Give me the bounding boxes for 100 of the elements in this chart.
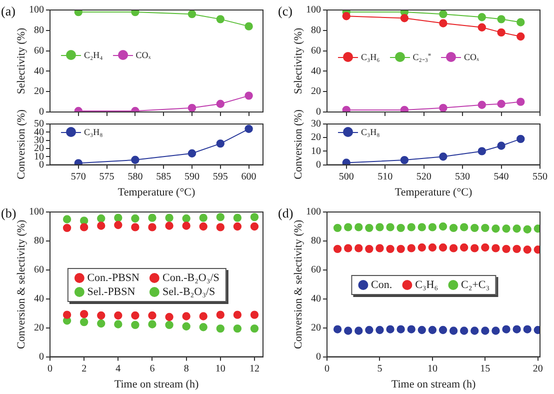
x-tick-label: 8 [184, 363, 189, 374]
point [188, 10, 196, 18]
point [386, 244, 394, 254]
y-axis-title: Selectivity (%) [292, 28, 304, 94]
x-tick-label: 595 [212, 171, 228, 182]
y-tick-label: 100 [29, 206, 44, 218]
point [188, 104, 196, 112]
point [97, 319, 106, 328]
y-axis-title: Conversion & selectivity (%) [292, 219, 304, 350]
point [216, 310, 224, 319]
point [333, 325, 342, 334]
point [131, 10, 140, 16]
point [481, 326, 490, 335]
point [438, 222, 448, 231]
x-tick-label: 575 [99, 171, 114, 182]
point [114, 214, 122, 222]
point [478, 13, 486, 22]
y-tick-label: 0 [39, 351, 44, 362]
point [233, 324, 242, 333]
point [354, 223, 363, 232]
point [502, 325, 510, 334]
y-tick-label: 60 [34, 45, 44, 56]
point [449, 244, 458, 252]
x-tick-label: 6 [150, 363, 155, 374]
y-tick-label: 0 [39, 106, 44, 118]
x-tick-label: 585 [156, 171, 172, 182]
x-tick-label: 20 [532, 363, 543, 374]
y-tick-label: 20 [311, 132, 321, 144]
y-tick-label: 20 [34, 322, 44, 334]
point [97, 222, 106, 230]
y-tick-label: 80 [34, 236, 44, 247]
point [396, 325, 405, 334]
point [386, 223, 394, 232]
point [407, 223, 416, 232]
point [62, 224, 72, 232]
point [376, 244, 384, 252]
point [516, 32, 525, 41]
point [344, 244, 352, 252]
legend-label: Sel.-PBSN [87, 286, 136, 298]
point [449, 224, 458, 232]
x-tick-label: 5 [377, 363, 382, 374]
point [365, 326, 374, 334]
point [199, 323, 208, 332]
point [114, 320, 122, 328]
point [400, 106, 409, 112]
point [131, 311, 140, 320]
x-axis-title: Time on stream (h) [391, 378, 476, 390]
chart-title: (a) [1, 3, 16, 18]
point [407, 244, 416, 252]
point [250, 222, 259, 231]
point [523, 325, 532, 334]
point [497, 28, 506, 37]
point [523, 246, 532, 254]
y-axis-title: Conversion (%) [15, 109, 28, 180]
point [165, 222, 174, 230]
point [439, 152, 448, 161]
chart-title: (c) [278, 3, 292, 18]
point [216, 100, 224, 108]
x-axis-title: Time on stream (h) [114, 378, 199, 390]
legend-label: C₂₋₃⁼ [412, 51, 431, 64]
point [386, 325, 394, 334]
x-tick-label: 4 [116, 363, 121, 374]
point [512, 224, 521, 233]
x-tick-label: 10 [427, 363, 438, 374]
x-tick-label: 520 [416, 171, 432, 182]
y-tick-label: 40 [311, 294, 321, 305]
y-tick-label: 30 [34, 134, 44, 146]
point [342, 12, 350, 20]
point [74, 10, 82, 16]
legend-label: Sel.-B₂O₃/S [162, 286, 216, 298]
y-tick-label: 60 [311, 45, 321, 56]
point [400, 156, 409, 164]
point [470, 326, 479, 335]
point [165, 312, 174, 322]
legend-label: COₓ [464, 52, 480, 62]
point [148, 320, 156, 328]
point [216, 15, 224, 24]
y-tick-label: 0 [316, 106, 321, 118]
point [148, 223, 156, 232]
point [438, 243, 448, 252]
point [428, 326, 437, 334]
y-tick-label: 60 [34, 264, 44, 276]
y-tick-label: 80 [34, 25, 44, 36]
point [460, 243, 468, 252]
point [188, 149, 196, 158]
point [354, 326, 363, 335]
point [250, 324, 259, 333]
point [376, 223, 384, 232]
legend-label: C₃H₆ [360, 52, 380, 62]
point [244, 22, 253, 30]
point [114, 311, 122, 320]
point [516, 98, 525, 106]
y-tick-label: 20 [311, 86, 321, 98]
legend-label: C₃H₈ [360, 126, 380, 137]
point [216, 324, 224, 333]
x-axis-title: Temperature (°C) [394, 186, 472, 198]
point [516, 134, 525, 144]
point [344, 326, 352, 335]
legend-label: Con.-B₂O₃/S [162, 272, 220, 284]
point [244, 92, 253, 100]
